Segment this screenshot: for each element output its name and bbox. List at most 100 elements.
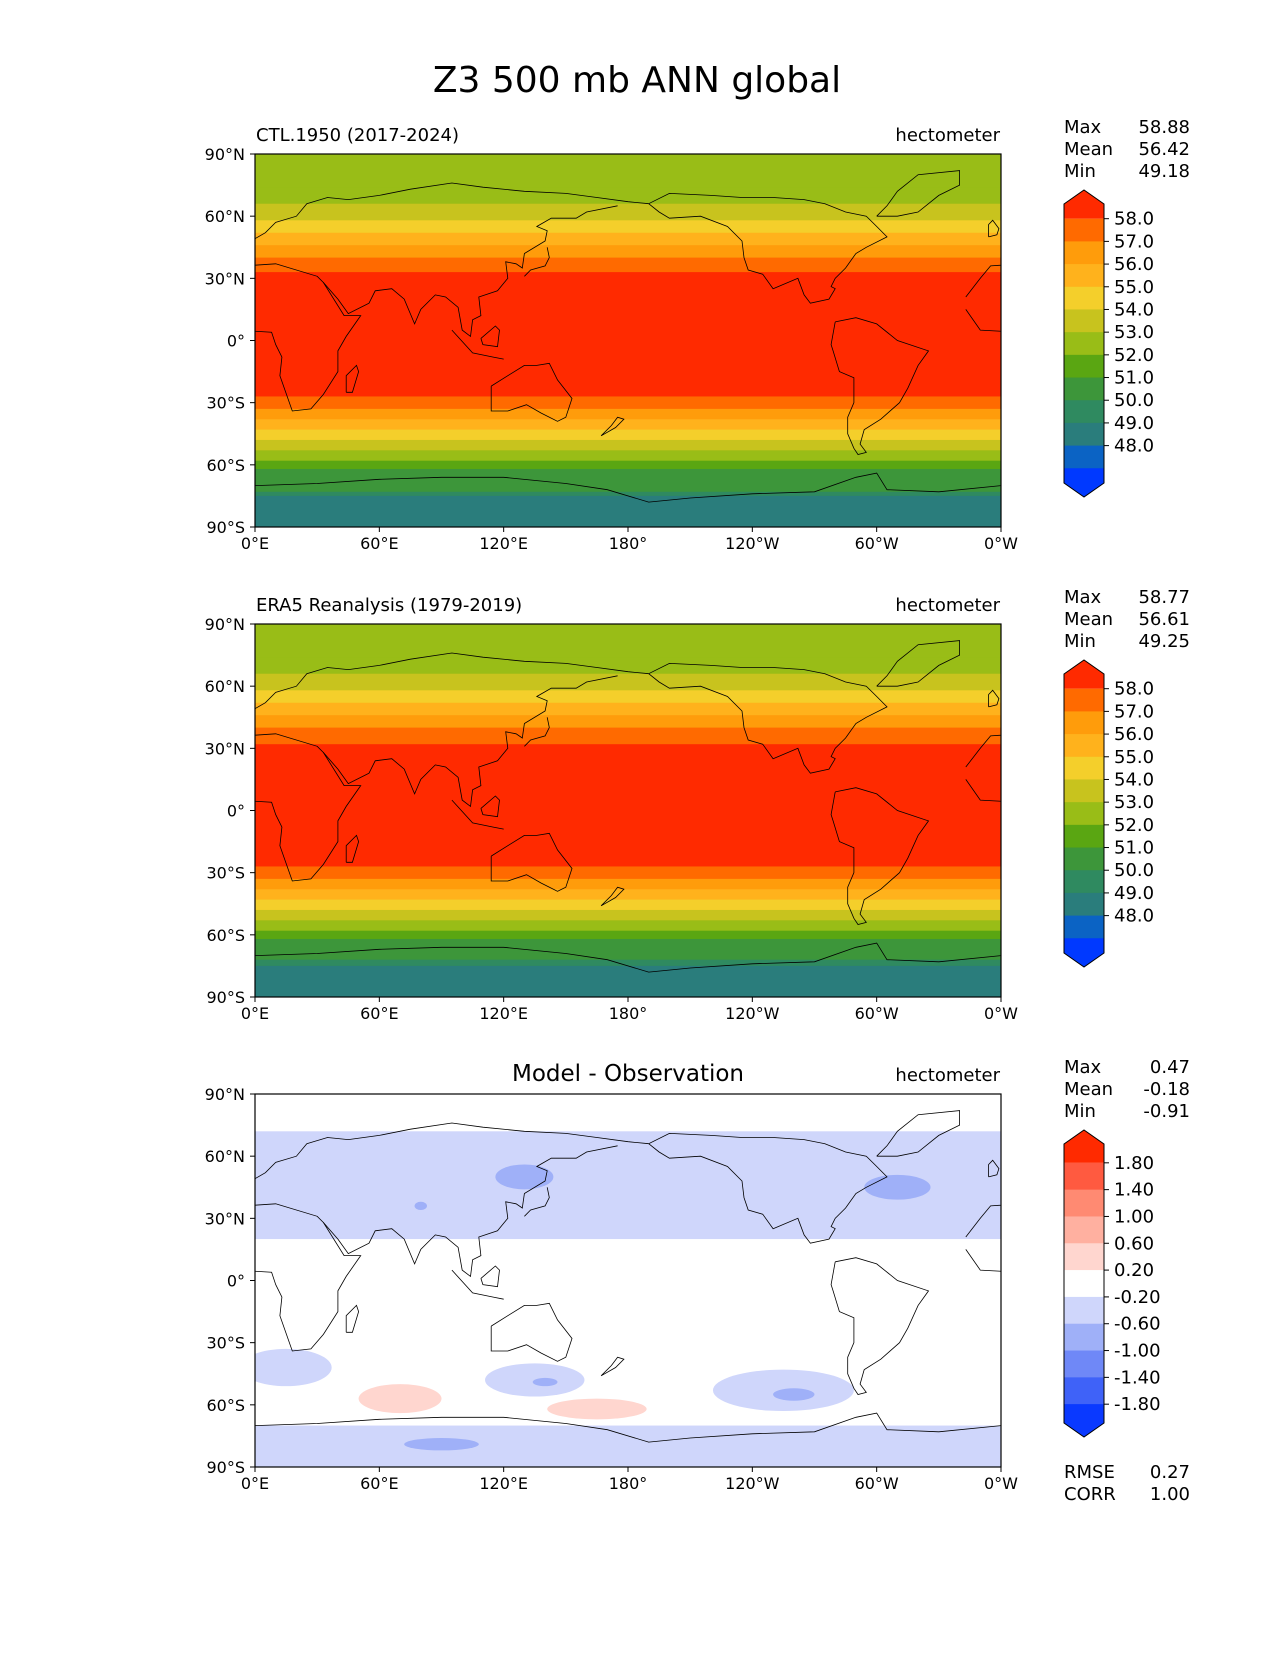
coastline-5 [830,317,930,455]
colorbar-label: 55.0 [1114,277,1154,298]
coastline-10 [524,1187,550,1217]
contour-band-polar [255,965,1001,997]
contour-band-2 [255,203,1001,221]
coastline-3 [490,1302,573,1362]
coastline-15 [965,734,1001,768]
stat-label: Mean [1064,609,1113,630]
coastline-14 [965,1249,1001,1272]
coastline-11 [345,364,360,393]
coastline-3 [490,832,573,892]
axis-ticks: 0°E 60°E 120°E 180° 120°W 60°W 0°W 90°N 60°N 30°N… [205,1085,1019,1493]
colorbar-swatch [1064,354,1104,379]
x-tick-label: 0°E [241,1474,269,1493]
x-tick-label: 60°W [855,1474,899,1493]
colorbar-label: 50.0 [1114,390,1154,411]
y-tick-label: 0° [227,332,245,351]
colorbar: 1.80 1.40 1.00 0.60 0.20 -0.20 -0.60 -1.00 -1.40… [1063,1129,1161,1438]
anomaly-region-5 [532,1377,558,1387]
coastline-14 [965,779,1001,802]
stat-label: Max [1064,587,1102,608]
colorbar-label: 1.00 [1114,1206,1154,1227]
colorbar-label: 1.80 [1114,1153,1154,1174]
x-tick-label: 0°W [984,1004,1018,1023]
contour-band-9 [255,408,1001,420]
y-tick-label: 60°N [205,207,245,226]
stat-value: 0.47 [1150,1057,1190,1078]
colorbar-swatch-max [1064,190,1104,219]
x-tick-label: 180° [609,1004,648,1023]
contour-band-14 [255,930,1001,940]
anomaly-region-10 [404,1437,479,1451]
anomaly-region-9 [547,1398,647,1420]
stat-value: 49.18 [1138,161,1190,182]
coastlines [255,640,1001,973]
colorbar: 58.057.056.055.054.053.052.051.050.049.0… [1063,659,1154,968]
colorbar-swatch [1064,1216,1104,1244]
colorbar-swatch [1064,309,1104,333]
contour-band-1 [255,187,1001,205]
x-tick-label: 120°E [479,534,528,553]
coastline-11 [345,834,360,863]
stat-value: 56.61 [1138,609,1190,630]
y-tick-label: 90°N [205,615,245,634]
colorbar-label: 49.0 [1114,413,1154,434]
coastline-7 [876,640,960,687]
contour-band-4 [255,232,1001,246]
coastline-2 [323,205,618,338]
contour-band-5 [255,715,1001,729]
coastline-1 [255,1122,649,1180]
contour-band-11 [255,429,1001,441]
footer-stat-value: 1.00 [1150,1484,1190,1505]
coastline-12 [600,1356,625,1377]
panel-title: Model - Observation [512,1061,744,1087]
coastline-10 [524,717,550,747]
x-tick-label: 0°E [241,1004,269,1023]
contour-band-6 [255,727,1001,745]
coastline-1 [255,182,649,240]
colorbar-label: 55.0 [1114,747,1154,768]
contour-band-0 [255,154,1001,188]
colorbar-swatch [1064,400,1104,424]
x-tick-label: 180° [609,534,648,553]
colorbar-label: 54.0 [1114,769,1154,790]
colorbar-label: 0.60 [1114,1233,1154,1254]
y-tick-label: 30°S [206,394,245,413]
coastline-13 [988,1159,1000,1178]
stats-box: Max 0.47 Mean -0.18 Min -0.91 [1064,1057,1190,1122]
contour-band-11 [255,899,1001,911]
colorbar-swatch [1064,1377,1104,1405]
coastline-7 [876,1110,960,1157]
anomaly-region-2 [414,1201,427,1211]
colorbar-label: 48.0 [1114,436,1154,457]
y-tick-label: 60°S [206,926,245,945]
contour-band-10 [255,419,1001,431]
colorbar-swatch [1064,264,1104,288]
y-tick-label: 30°S [206,1334,245,1353]
colorbar-swatch-min [1064,468,1104,497]
colorbar-label: 57.0 [1114,701,1154,722]
stat-label: Min [1064,1101,1096,1122]
contour-band-5 [255,245,1001,259]
coastline-9 [480,1265,500,1288]
y-tick-label: 30°N [205,1209,245,1228]
colorbar-swatch [1064,422,1104,447]
coastline-6 [255,472,1001,503]
axis-ticks: 0°E 60°E 120°E 180° 120°W 60°W 0°W 90°N 60°N 30°N… [205,145,1019,553]
x-tick-label: 180° [609,1474,648,1493]
y-tick-label: 30°N [205,739,245,758]
colorbar-swatch [1064,1243,1104,1271]
contour-band-15 [255,468,1001,493]
contour-band-4 [255,1425,1001,1467]
colorbar-swatch [1064,711,1104,735]
x-tick-label: 0°W [984,1474,1018,1493]
units-label: hectometer [895,1065,1000,1086]
colorbar-label: 51.0 [1114,838,1154,859]
map-fill [255,154,1001,527]
stats-box: Max 58.88 Mean 56.42 Min 49.18 [1064,117,1190,182]
colorbar-label: 54.0 [1114,299,1154,320]
coastline-14 [965,309,1001,332]
coastline-10 [524,247,550,277]
colorbar-label: 51.0 [1114,368,1154,389]
colorbar-outline [1063,1129,1105,1438]
coastline-0 [255,733,362,882]
